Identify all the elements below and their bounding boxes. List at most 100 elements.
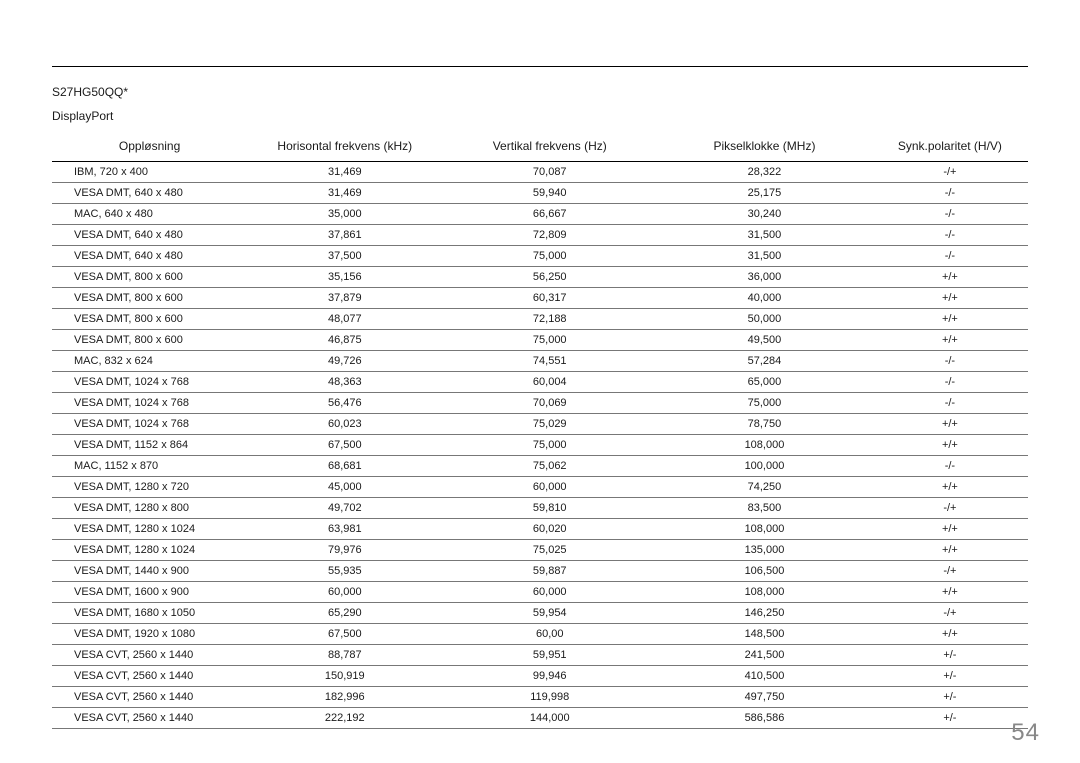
cell-resolution: VESA DMT, 1280 x 720 bbox=[52, 477, 247, 498]
cell-pixelclock: 108,000 bbox=[657, 435, 872, 456]
cell-hfreq: 35,156 bbox=[247, 267, 442, 288]
cell-syncpol: -/+ bbox=[872, 162, 1028, 183]
table-row: VESA DMT, 1920 x 108067,50060,00148,500+… bbox=[52, 624, 1028, 645]
cell-hfreq: 46,875 bbox=[247, 330, 442, 351]
cell-hfreq: 150,919 bbox=[247, 666, 442, 687]
top-rule bbox=[52, 66, 1028, 67]
cell-vfreq: 66,667 bbox=[442, 204, 657, 225]
cell-syncpol: -/- bbox=[872, 372, 1028, 393]
cell-hfreq: 56,476 bbox=[247, 393, 442, 414]
cell-hfreq: 88,787 bbox=[247, 645, 442, 666]
cell-pixelclock: 28,322 bbox=[657, 162, 872, 183]
table-row: VESA DMT, 1600 x 90060,00060,000108,000+… bbox=[52, 582, 1028, 603]
cell-syncpol: +/- bbox=[872, 666, 1028, 687]
cell-syncpol: +/+ bbox=[872, 267, 1028, 288]
cell-pixelclock: 83,500 bbox=[657, 498, 872, 519]
cell-syncpol: -/- bbox=[872, 246, 1028, 267]
cell-pixelclock: 497,750 bbox=[657, 687, 872, 708]
cell-resolution: VESA DMT, 800 x 600 bbox=[52, 267, 247, 288]
cell-syncpol: +/+ bbox=[872, 582, 1028, 603]
cell-vfreq: 70,087 bbox=[442, 162, 657, 183]
table-row: VESA DMT, 640 x 48031,46959,94025,175-/- bbox=[52, 183, 1028, 204]
cell-resolution: VESA CVT, 2560 x 1440 bbox=[52, 645, 247, 666]
cell-hfreq: 48,363 bbox=[247, 372, 442, 393]
cell-syncpol: +/+ bbox=[872, 540, 1028, 561]
cell-hfreq: 45,000 bbox=[247, 477, 442, 498]
cell-hfreq: 49,702 bbox=[247, 498, 442, 519]
cell-syncpol: +/+ bbox=[872, 309, 1028, 330]
cell-vfreq: 59,954 bbox=[442, 603, 657, 624]
cell-hfreq: 37,500 bbox=[247, 246, 442, 267]
cell-syncpol: +/+ bbox=[872, 519, 1028, 540]
cell-resolution: VESA DMT, 1680 x 1050 bbox=[52, 603, 247, 624]
cell-pixelclock: 148,500 bbox=[657, 624, 872, 645]
cell-syncpol: -/- bbox=[872, 393, 1028, 414]
cell-resolution: VESA DMT, 1024 x 768 bbox=[52, 372, 247, 393]
cell-pixelclock: 135,000 bbox=[657, 540, 872, 561]
cell-hfreq: 60,023 bbox=[247, 414, 442, 435]
cell-syncpol: -/+ bbox=[872, 603, 1028, 624]
cell-resolution: IBM, 720 x 400 bbox=[52, 162, 247, 183]
cell-resolution: VESA DMT, 1280 x 1024 bbox=[52, 519, 247, 540]
cell-hfreq: 31,469 bbox=[247, 183, 442, 204]
cell-vfreq: 119,998 bbox=[442, 687, 657, 708]
cell-syncpol: +/+ bbox=[872, 288, 1028, 309]
table-row: VESA DMT, 800 x 60046,87575,00049,500+/+ bbox=[52, 330, 1028, 351]
cell-resolution: VESA DMT, 1920 x 1080 bbox=[52, 624, 247, 645]
timing-table: Oppløsning Horisontal frekvens (kHz) Ver… bbox=[52, 133, 1028, 729]
cell-resolution: VESA DMT, 1024 x 768 bbox=[52, 393, 247, 414]
cell-vfreq: 70,069 bbox=[442, 393, 657, 414]
cell-resolution: VESA DMT, 800 x 600 bbox=[52, 330, 247, 351]
table-row: VESA CVT, 2560 x 1440182,996119,998497,7… bbox=[52, 687, 1028, 708]
model-label: S27HG50QQ* bbox=[52, 85, 1028, 99]
cell-vfreq: 75,062 bbox=[442, 456, 657, 477]
cell-syncpol: -/+ bbox=[872, 561, 1028, 582]
table-row: IBM, 720 x 40031,46970,08728,322-/+ bbox=[52, 162, 1028, 183]
table-row: MAC, 640 x 48035,00066,66730,240-/- bbox=[52, 204, 1028, 225]
cell-hfreq: 55,935 bbox=[247, 561, 442, 582]
cell-syncpol: +/+ bbox=[872, 414, 1028, 435]
page-number: 54 bbox=[1011, 719, 1040, 747]
cell-resolution: VESA CVT, 2560 x 1440 bbox=[52, 666, 247, 687]
cell-hfreq: 68,681 bbox=[247, 456, 442, 477]
cell-pixelclock: 75,000 bbox=[657, 393, 872, 414]
cell-vfreq: 60,004 bbox=[442, 372, 657, 393]
cell-syncpol: +/+ bbox=[872, 435, 1028, 456]
cell-hfreq: 48,077 bbox=[247, 309, 442, 330]
cell-pixelclock: 410,500 bbox=[657, 666, 872, 687]
cell-resolution: MAC, 832 x 624 bbox=[52, 351, 247, 372]
cell-vfreq: 72,809 bbox=[442, 225, 657, 246]
table-row: MAC, 832 x 62449,72674,55157,284-/- bbox=[52, 351, 1028, 372]
cell-pixelclock: 36,000 bbox=[657, 267, 872, 288]
cell-pixelclock: 30,240 bbox=[657, 204, 872, 225]
cell-hfreq: 31,469 bbox=[247, 162, 442, 183]
cell-pixelclock: 146,250 bbox=[657, 603, 872, 624]
cell-resolution: VESA CVT, 2560 x 1440 bbox=[52, 708, 247, 729]
cell-syncpol: -/- bbox=[872, 183, 1028, 204]
table-row: VESA DMT, 800 x 60037,87960,31740,000+/+ bbox=[52, 288, 1028, 309]
cell-pixelclock: 65,000 bbox=[657, 372, 872, 393]
cell-hfreq: 60,000 bbox=[247, 582, 442, 603]
cell-vfreq: 60,000 bbox=[442, 582, 657, 603]
cell-resolution: VESA DMT, 1152 x 864 bbox=[52, 435, 247, 456]
cell-pixelclock: 241,500 bbox=[657, 645, 872, 666]
table-row: VESA DMT, 1024 x 76848,36360,00465,000-/… bbox=[52, 372, 1028, 393]
cell-vfreq: 99,946 bbox=[442, 666, 657, 687]
cell-vfreq: 60,00 bbox=[442, 624, 657, 645]
cell-hfreq: 35,000 bbox=[247, 204, 442, 225]
cell-hfreq: 222,192 bbox=[247, 708, 442, 729]
cell-vfreq: 59,940 bbox=[442, 183, 657, 204]
cell-pixelclock: 586,586 bbox=[657, 708, 872, 729]
col-syncpol: Synk.polaritet (H/V) bbox=[872, 133, 1028, 162]
cell-vfreq: 75,029 bbox=[442, 414, 657, 435]
table-row: VESA DMT, 640 x 48037,86172,80931,500-/- bbox=[52, 225, 1028, 246]
cell-resolution: MAC, 640 x 480 bbox=[52, 204, 247, 225]
cell-pixelclock: 40,000 bbox=[657, 288, 872, 309]
table-row: VESA DMT, 1280 x 102463,98160,020108,000… bbox=[52, 519, 1028, 540]
cell-pixelclock: 31,500 bbox=[657, 246, 872, 267]
cell-hfreq: 37,861 bbox=[247, 225, 442, 246]
cell-pixelclock: 74,250 bbox=[657, 477, 872, 498]
cell-vfreq: 60,317 bbox=[442, 288, 657, 309]
cell-syncpol: +/+ bbox=[872, 477, 1028, 498]
table-row: MAC, 1152 x 87068,68175,062100,000-/- bbox=[52, 456, 1028, 477]
